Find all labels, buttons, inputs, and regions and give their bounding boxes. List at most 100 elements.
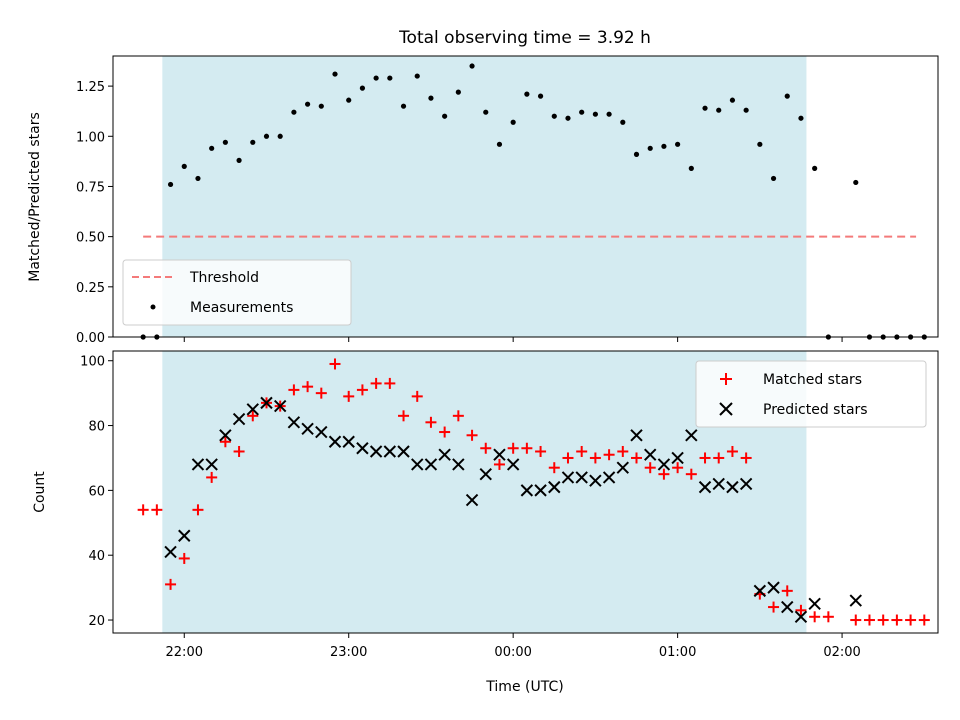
predicted-star-point xyxy=(260,396,273,410)
predicted-star-point xyxy=(411,458,424,471)
top-ytick-label: 1.00 xyxy=(76,130,105,145)
predicted-star-point xyxy=(506,458,520,471)
matched-star-point xyxy=(302,381,314,393)
matched-star-point xyxy=(137,504,149,516)
matched-star-point xyxy=(822,611,834,623)
predicted-star-point xyxy=(246,403,259,416)
predicted-star-point xyxy=(589,474,602,487)
bottom-x-axis-ticks: 22:00 23:00 00:00 01:00 02:00 xyxy=(166,633,861,660)
predicted-star-point xyxy=(671,451,684,465)
predicted-star-point xyxy=(767,581,780,594)
measurement-point xyxy=(373,75,379,81)
matched-star-point xyxy=(288,384,300,396)
predicted-star-point xyxy=(178,529,191,542)
top-ytick-label: 0.50 xyxy=(76,231,105,246)
bottom-legend: Matched stars Predicted stars xyxy=(695,360,927,428)
matched-star-point xyxy=(384,377,396,389)
matched-star-point xyxy=(356,384,368,396)
matched-star-point xyxy=(809,611,821,623)
matched-star-point xyxy=(918,614,930,626)
matched-star-point xyxy=(315,387,327,399)
matched-star-point xyxy=(151,504,163,516)
predicted-star-point xyxy=(794,610,808,624)
predicted-star-point xyxy=(753,584,767,598)
measurement-point xyxy=(400,103,407,109)
predicted-star-point xyxy=(616,461,630,474)
measurement-point xyxy=(510,119,516,125)
predicted-star-point xyxy=(561,471,575,484)
matched-star-point xyxy=(562,452,574,464)
top-ytick-label: 1.25 xyxy=(76,80,105,95)
matched-star-point xyxy=(480,442,492,454)
predicted-star-point xyxy=(328,435,342,448)
matched-star-point xyxy=(631,452,643,464)
bottom-axes-frame xyxy=(112,350,939,634)
predicted-star-point xyxy=(849,594,862,607)
matched-star-point xyxy=(795,604,807,616)
measurement-point xyxy=(729,97,736,103)
measurement-point xyxy=(263,133,270,139)
measurement-point xyxy=(784,93,790,99)
measurement-point xyxy=(675,141,681,147)
predicted-star-point xyxy=(808,597,821,611)
top-x-axis-ticks xyxy=(183,337,843,342)
predicted-star-point xyxy=(273,399,287,413)
top-y-axis-ticks: 0.00 0.25 0.50 0.75 1.00 1.25 xyxy=(76,80,113,346)
predicted-star-point xyxy=(602,471,616,484)
measurement-point xyxy=(195,175,201,182)
measurement-point xyxy=(606,111,612,117)
measurement-point xyxy=(222,139,228,145)
predicted-star-point xyxy=(219,429,232,442)
matched-star-point xyxy=(370,377,382,389)
matched-star-point xyxy=(548,462,560,474)
measurement-point xyxy=(661,143,667,149)
predicted-star-point xyxy=(452,458,465,471)
measurement-point xyxy=(387,75,393,81)
predicted-star-point xyxy=(438,448,451,461)
predicted-star-point xyxy=(726,480,739,494)
matched-star-point xyxy=(576,445,588,457)
measurement-point xyxy=(853,179,859,186)
predicted-star-point xyxy=(342,435,355,448)
measurement-point xyxy=(757,141,763,147)
predicted-star-point xyxy=(397,445,410,458)
count-panel: 20 40 60 80 100 22:00 23:00 00:00 01:00 02:00 Co… xyxy=(32,350,939,695)
measurement-point xyxy=(291,109,297,115)
matched-star-point xyxy=(425,416,437,428)
measurement-point xyxy=(236,157,242,163)
measurement-point xyxy=(647,145,653,151)
predicted-star-point xyxy=(479,467,492,481)
ratio-panel: 0.00 0.25 0.50 0.75 1.00 1.25 Total observing… xyxy=(27,28,939,346)
top-ytick-label: 0.00 xyxy=(76,331,105,346)
matched-star-point xyxy=(343,390,355,402)
matched-star-point xyxy=(617,445,629,457)
top-legend: Threshold Measurements xyxy=(122,259,352,326)
predicted-star-point xyxy=(520,484,534,497)
measurement-point xyxy=(442,113,448,119)
measurement-point xyxy=(359,85,366,91)
measurement-point xyxy=(592,111,598,117)
measurements-legend-label: Measurements xyxy=(190,300,293,316)
measurements-legend-swatch xyxy=(150,304,156,310)
matched-star-point xyxy=(768,601,780,613)
bottom-xtick-label: 00:00 xyxy=(494,645,531,660)
measurement-point xyxy=(579,109,585,115)
top-ytick-label: 0.25 xyxy=(76,281,105,296)
matched-star-point xyxy=(713,452,725,464)
predicted-star-point xyxy=(356,442,369,455)
matched-star-point xyxy=(685,468,697,480)
predicted-legend-swatch xyxy=(719,402,733,416)
measurement-point xyxy=(305,101,311,107)
measurement-point xyxy=(496,141,503,147)
measurement-point xyxy=(209,145,215,151)
bottom-ytick-label: 80 xyxy=(88,420,105,435)
predicted-star-point xyxy=(712,477,725,491)
predicted-star-point xyxy=(493,448,506,461)
bottom-y-axis-label: Count xyxy=(32,471,48,513)
bottom-y-axis-ticks: 20 40 60 80 100 xyxy=(80,355,113,629)
predicted-star-point xyxy=(205,458,218,471)
matched-star-point xyxy=(165,578,177,590)
matched-star-point xyxy=(178,552,190,564)
bottom-ytick-label: 100 xyxy=(80,355,105,370)
